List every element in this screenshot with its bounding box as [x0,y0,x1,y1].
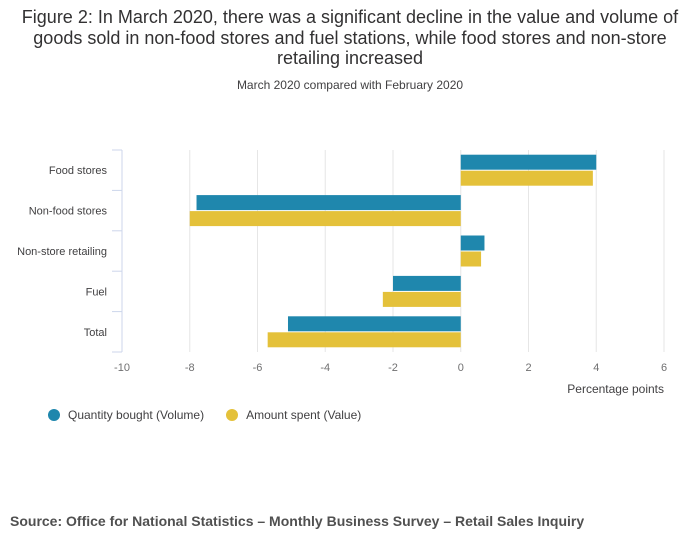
legend: Quantity bought (Volume) Amount spent (V… [48,408,361,422]
bar[interactable] [460,170,593,186]
chart-title: Figure 2: In March 2020, there was a sig… [21,7,679,68]
legend-label-value: Amount spent (Value) [246,408,362,422]
bar[interactable] [393,275,461,291]
legend-label-volume: Quantity bought (Volume) [68,408,205,422]
category-label: Food stores [49,165,108,177]
bar[interactable] [460,235,485,251]
x-tick-label: 6 [661,362,667,374]
source-note: Source: Office for National Statistics –… [10,513,585,529]
category-label: Non-store retailing [17,246,107,258]
chart-subtitle: March 2020 compared with February 2020 [236,78,464,92]
bar[interactable] [460,251,482,267]
legend-marker-value [226,409,239,421]
category-label: Total [84,327,107,339]
x-tick-label: -6 [253,362,263,374]
x-axis-title: Percentage points [567,382,664,396]
x-tick-label: -2 [388,362,398,374]
bar[interactable] [267,332,461,348]
bar[interactable] [196,195,461,211]
gridlines [189,150,665,352]
x-tick-label: -4 [320,362,330,374]
bar[interactable] [382,291,461,307]
x-tick-label: -10 [114,362,130,374]
legend-item-value[interactable]: Amount spent (Value) [226,408,361,422]
bar[interactable] [189,211,461,227]
category-label: Non-food stores [29,206,108,218]
x-tick-label: 2 [525,362,531,374]
category-label: Fuel [86,286,107,298]
bar[interactable] [460,154,597,170]
legend-marker-volume [48,409,60,421]
bar[interactable] [287,316,461,332]
x-tick-label: -8 [185,362,195,374]
labels: -10 -8 -6 -4 -2 0 2 4 6 Food stores Non-food store… [17,165,667,374]
x-tick-label: 4 [593,362,599,374]
bars [189,154,597,348]
x-tick-label: 0 [458,362,464,374]
category-axis [112,149,123,353]
legend-item-volume[interactable]: Quantity bought (Volume) [48,408,204,422]
